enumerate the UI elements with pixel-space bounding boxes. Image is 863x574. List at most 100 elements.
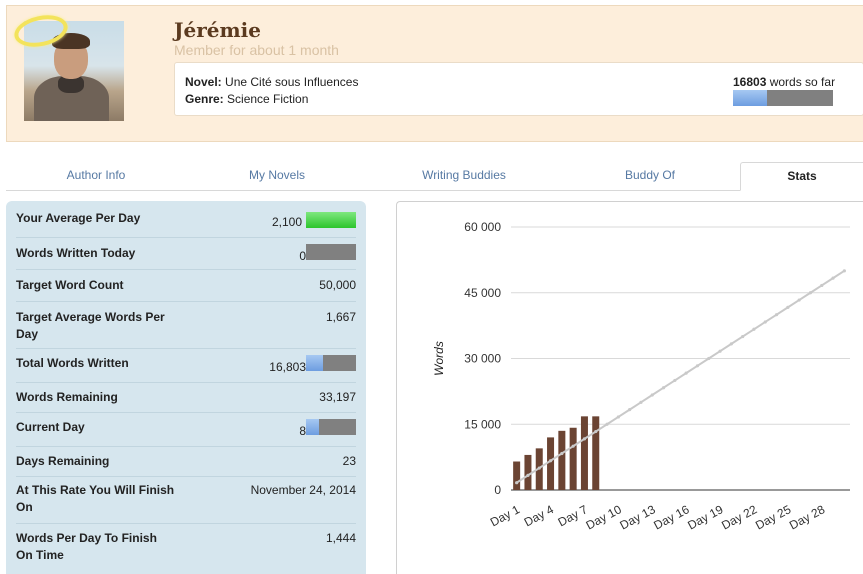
genre-value: Science Fiction	[227, 92, 309, 106]
x-tick-label: Day 13	[618, 502, 658, 532]
target-point	[774, 313, 779, 317]
target-point	[628, 408, 632, 412]
stat-value: 2,100	[271, 215, 302, 229]
avatar-scarf	[58, 75, 84, 93]
stat-bar-fill	[306, 355, 323, 371]
x-tick-label: Day 1	[488, 502, 523, 529]
chart-bar	[558, 430, 566, 490]
stat-value: 50,000	[319, 278, 356, 292]
tab-buddy-of[interactable]: Buddy Of	[624, 168, 676, 182]
profile-header: Jérémie Member for about 1 month Novel: …	[6, 5, 863, 142]
y-tick-label: 60 000	[464, 220, 501, 234]
target-point	[616, 415, 620, 419]
stat-value: 1,444	[325, 531, 356, 545]
stat-label: Your Average Per Day	[16, 211, 141, 225]
y-tick-label: 45 000	[464, 286, 501, 300]
target-point	[582, 437, 587, 441]
chart-svg: 0 15 000 30 000 45 000 60 000 Words Day 1 Day 4…	[432, 220, 850, 533]
target-point	[741, 334, 745, 339]
stat-value: 16,803	[269, 360, 306, 374]
stat-label: Words Per Day To Finish On Time	[16, 531, 157, 562]
chart-bar	[592, 416, 600, 490]
stat-row-finish-date: At This Rate You Will Finish On November…	[16, 477, 356, 524]
target-point	[560, 451, 564, 456]
stat-row-target-word-count: Target Word Count 50,000	[16, 270, 356, 302]
stat-bar-fill	[306, 212, 356, 228]
stat-row-average-per-day: Your Average Per Day 2,100	[16, 209, 356, 238]
target-point	[548, 459, 553, 463]
stat-row-words-remaining: Words Remaining 33,197	[16, 383, 356, 413]
stat-bar	[306, 244, 356, 260]
tab-my-novels[interactable]: My Novels	[248, 168, 305, 182]
stat-label: Target Word Count	[16, 278, 124, 292]
stats-panel: Your Average Per Day 2,100 Words Written…	[6, 201, 366, 574]
novel-label: Novel:	[185, 75, 222, 89]
avatar[interactable]	[24, 21, 124, 121]
tab-author-info[interactable]: Author Info	[66, 168, 126, 182]
target-point	[797, 298, 801, 302]
target-line	[516, 269, 845, 484]
target-point	[605, 422, 609, 426]
stat-label: Days Remaining	[16, 454, 110, 468]
genre-line: Genre: Science Fiction	[185, 92, 308, 106]
stat-bar	[306, 355, 356, 371]
stat-label: Words Written Today	[16, 246, 136, 260]
tab-stats[interactable]: Stats	[740, 162, 863, 191]
chart-bar	[569, 427, 577, 490]
target-point	[729, 342, 733, 346]
target-point	[673, 378, 677, 383]
tab-writing-buddies[interactable]: Writing Buddies	[422, 168, 506, 182]
target-point	[526, 473, 530, 477]
stat-bar-fill	[306, 419, 320, 435]
novel-line: Novel: Une Cité sous Influences	[185, 75, 358, 89]
y-axis-label: Words	[432, 341, 446, 376]
target-point	[808, 291, 813, 295]
stat-row-total-words: Total Words Written 16,803	[16, 349, 356, 383]
chart-bar	[513, 461, 521, 490]
avatar-hair	[52, 33, 90, 49]
x-tick-label: Day 25	[753, 502, 793, 532]
target-point	[571, 444, 575, 448]
target-point	[515, 481, 519, 485]
author-name: Jérémie	[174, 18, 261, 42]
novel-summary: Novel: Une Cité sous Influences Genre: S…	[174, 62, 863, 116]
novel-progress-bar	[733, 90, 833, 106]
chart-bar	[524, 454, 532, 490]
x-tick-label: Day 7	[556, 502, 591, 529]
y-tick-label: 0	[494, 483, 501, 497]
y-tick-label: 30 000	[464, 352, 501, 366]
target-point	[537, 466, 541, 470]
target-point	[661, 386, 666, 390]
chart-bar	[547, 437, 555, 490]
stat-label: Words Remaining	[16, 390, 118, 404]
target-point	[842, 269, 846, 273]
stat-label: Current Day	[16, 420, 85, 434]
stat-bar	[306, 419, 356, 435]
stat-row-target-average: Target Average Words Per Day 1,667	[16, 302, 356, 349]
target-point	[763, 320, 767, 324]
x-tick-label: Day 22	[719, 502, 759, 532]
word-count-suffix: words so far	[766, 75, 836, 89]
target-point	[707, 356, 711, 361]
progress-chart: 0 15 000 30 000 45 000 60 000 Words Day 1 Day 4…	[396, 201, 863, 574]
chart-bar	[580, 416, 588, 490]
novel-title[interactable]: Une Cité sous Influences	[225, 75, 359, 89]
x-tick-label: Day 28	[787, 502, 827, 532]
stat-value: 0	[299, 249, 306, 263]
target-point	[594, 429, 598, 434]
stat-row-current-day: Current Day 8	[16, 413, 356, 447]
stat-value: 1,667	[325, 310, 356, 324]
stat-value: November 24, 2014	[250, 483, 356, 497]
stat-label: At This Rate You Will Finish On	[16, 483, 175, 514]
x-tick-label: Day 19	[685, 502, 725, 532]
target-point	[718, 349, 722, 353]
target-point	[639, 400, 643, 404]
target-point	[684, 371, 688, 375]
target-point	[650, 393, 654, 397]
target-point	[831, 276, 835, 280]
x-tick-label: Day 10	[584, 502, 624, 532]
stat-row-days-remaining: Days Remaining 23	[16, 447, 356, 477]
stat-bar	[306, 212, 356, 228]
novel-progress-fill	[733, 90, 767, 106]
target-point	[695, 364, 700, 368]
